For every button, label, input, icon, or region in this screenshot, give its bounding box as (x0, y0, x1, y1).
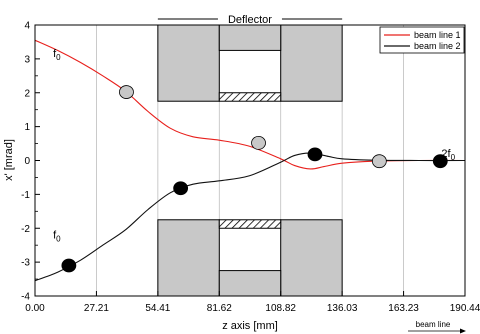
x-tick-label: 81.62 (207, 303, 232, 314)
y-tick-label: -1 (21, 190, 30, 201)
y-tick-label: 2 (24, 88, 30, 99)
x-tick-label: 190.44 (450, 303, 480, 314)
data-marker (173, 181, 189, 196)
y-tick-label: -3 (21, 258, 30, 269)
deflector-lower-right-block (280, 219, 343, 297)
data-marker (119, 85, 134, 99)
legend-entry: beam line 2 (414, 41, 461, 51)
deflector-upper-bridge (218, 24, 282, 51)
deflector-lower-left-block (157, 219, 220, 297)
y-axis-label: x' [mrad] (3, 139, 15, 181)
x-tick-label: 0.00 (25, 303, 45, 314)
deflector-diagram: Deflector (157, 14, 343, 297)
annotation-label: f0 (53, 229, 61, 243)
beam-arrow-head (460, 328, 466, 334)
y-tick-label: 0 (24, 156, 30, 167)
annotation-main: f (53, 48, 57, 60)
beam-direction-arrow: beam line (408, 320, 466, 334)
series-lines (35, 39, 465, 282)
annotation-subscript: 0 (451, 153, 456, 162)
y-tick-label: -4 (21, 292, 30, 303)
annotation-main: f (53, 229, 57, 241)
y-tick-label: -2 (21, 224, 30, 235)
deflector-lower-bridge (218, 270, 282, 297)
y-tick-label: 1 (24, 122, 30, 133)
annotation-subscript: 0 (56, 234, 61, 243)
markers (61, 85, 448, 273)
y-tick-label: 4 (24, 21, 30, 32)
x-tick-label: 108.82 (265, 303, 296, 314)
annotation-main: 2f (441, 148, 451, 160)
deflector-lower-electrode (218, 219, 282, 229)
legend-entry: beam line 1 (414, 30, 461, 40)
data-marker (307, 147, 323, 162)
data-marker (432, 154, 448, 169)
deflector-upper-electrode (218, 92, 282, 102)
x-tick-label: 163.23 (388, 303, 419, 314)
annotation-label: f0 (53, 48, 61, 62)
data-marker (251, 135, 266, 150)
x-tick-label: 27.21 (84, 303, 109, 314)
deflector-upper-left-block (157, 24, 220, 102)
data-marker (371, 154, 387, 169)
legend-box (379, 26, 465, 54)
data-marker (61, 258, 77, 273)
y-tick-label: 3 (24, 54, 30, 65)
x-axis-label: z axis [mm] (222, 320, 278, 332)
x-axis-ticks: 0.00 27.21 54.41 81.62 108.82 136.03 163.23 190… (25, 291, 480, 314)
y-axis-ticks: 4 3 2 1 0 -1 -2 -3 -4 (21, 21, 40, 303)
x-gridlines (96, 25, 404, 296)
x-tick-label: 136.03 (327, 303, 358, 314)
series-line-2 (35, 152, 465, 282)
annotation-label: 2f0 (441, 148, 455, 162)
series-line-1 (35, 39, 465, 170)
deflector-upper-right-block (280, 24, 343, 102)
chart-title: Deflector (228, 14, 272, 26)
annotation-subscript: 0 (56, 53, 61, 62)
beam-arrow-label: beam line (416, 320, 451, 329)
x-tick-label: 54.41 (145, 303, 170, 314)
